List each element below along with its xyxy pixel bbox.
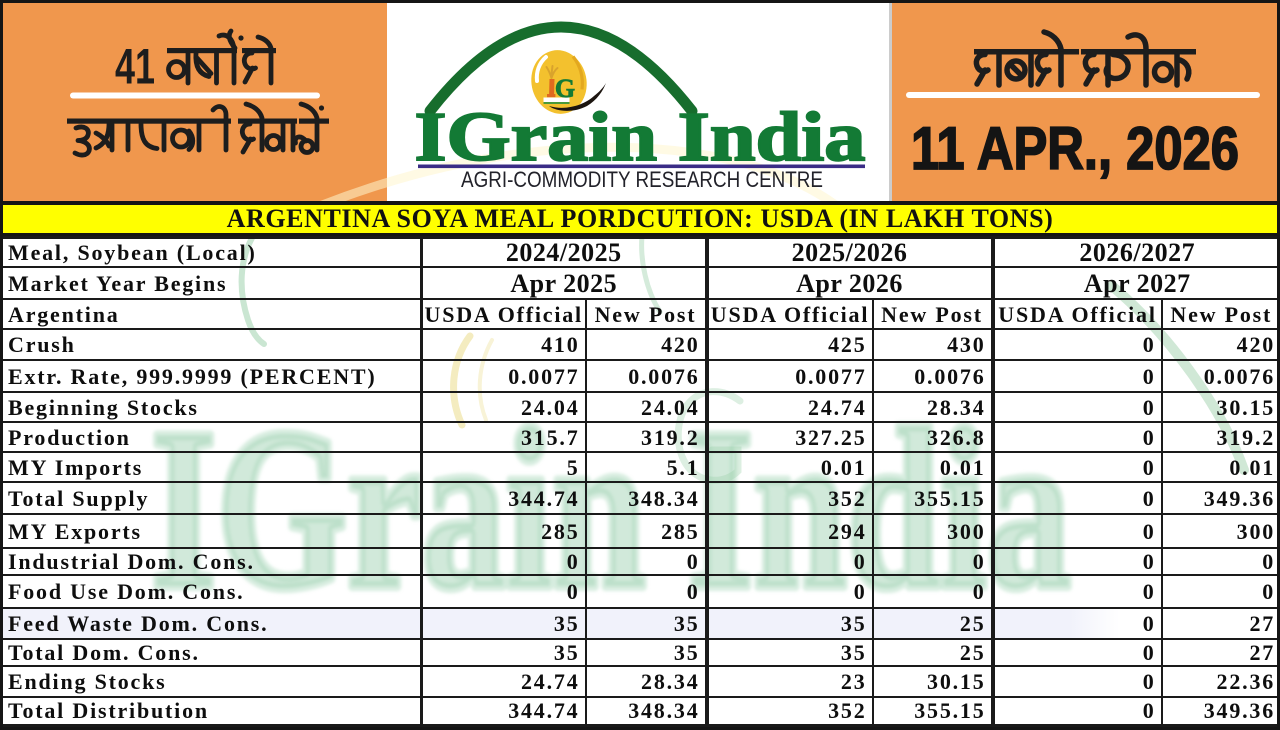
svg-text:IGrain India: IGrain India [415,99,866,176]
svg-text:AGRI-COMMODITY RESEARCH CENTRE: AGRI-COMMODITY RESEARCH CENTRE [461,167,823,192]
svg-text:G: G [555,74,575,103]
svg-text:11 APR., 2026: 11 APR., 2026 [911,115,1239,182]
svg-text:41: 41 [115,39,155,95]
